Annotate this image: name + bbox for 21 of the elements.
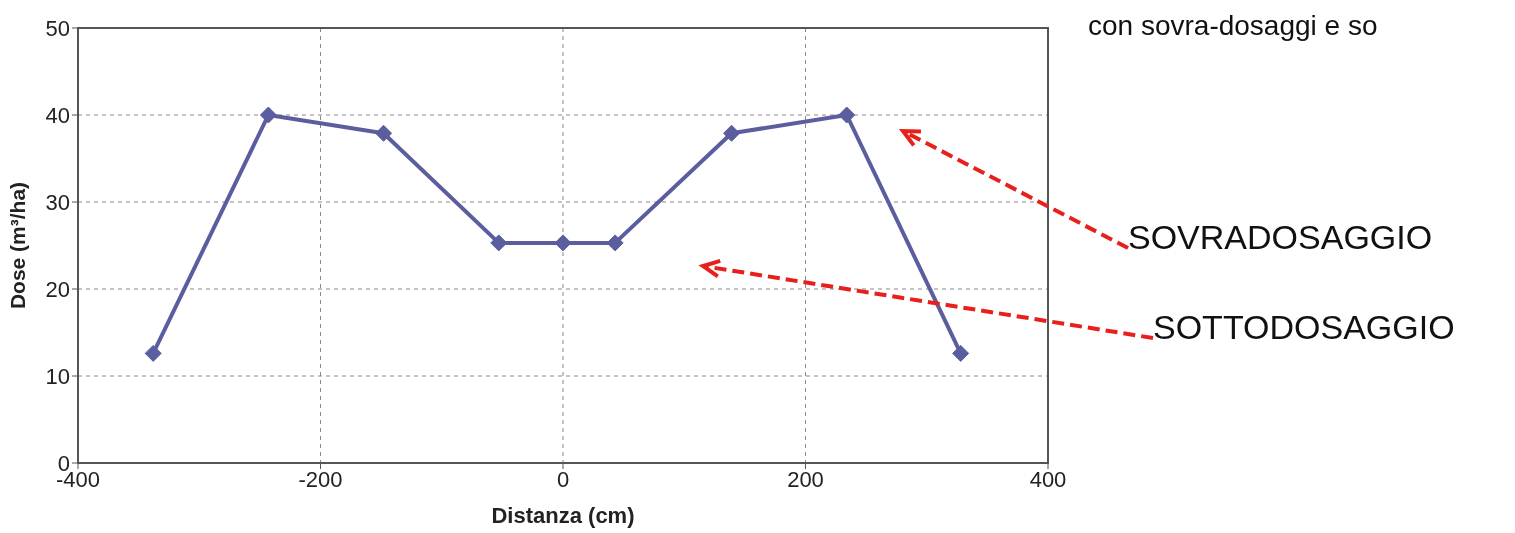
- x-axis-title: Distanza (cm): [491, 503, 635, 528]
- point: [375, 124, 393, 142]
- y-axis-title: Dose (m³/ha): [6, 181, 30, 310]
- x-tick-label: -200: [298, 466, 343, 492]
- y-tick-label: 20: [45, 276, 70, 302]
- y-tick-label: 40: [45, 102, 70, 128]
- y-tick-label: 50: [45, 15, 70, 41]
- y-tick-label: 10: [45, 363, 70, 389]
- text: con sovra-dosaggi e so: [1088, 10, 1378, 42]
- point: [952, 344, 970, 362]
- point: [554, 234, 572, 252]
- x-tick-label: 200: [787, 466, 824, 492]
- x-tick-label: 0: [556, 466, 570, 492]
- point: [723, 124, 741, 142]
- y-tick-label: 30: [45, 189, 70, 215]
- text: SOTTODOSAGGIO: [1153, 308, 1455, 347]
- point: [838, 106, 856, 124]
- x-tick-label: 400: [1029, 466, 1067, 492]
- point: [144, 344, 162, 362]
- text: SOVRADOSAGGIO: [1128, 218, 1433, 257]
- point: [259, 106, 277, 124]
